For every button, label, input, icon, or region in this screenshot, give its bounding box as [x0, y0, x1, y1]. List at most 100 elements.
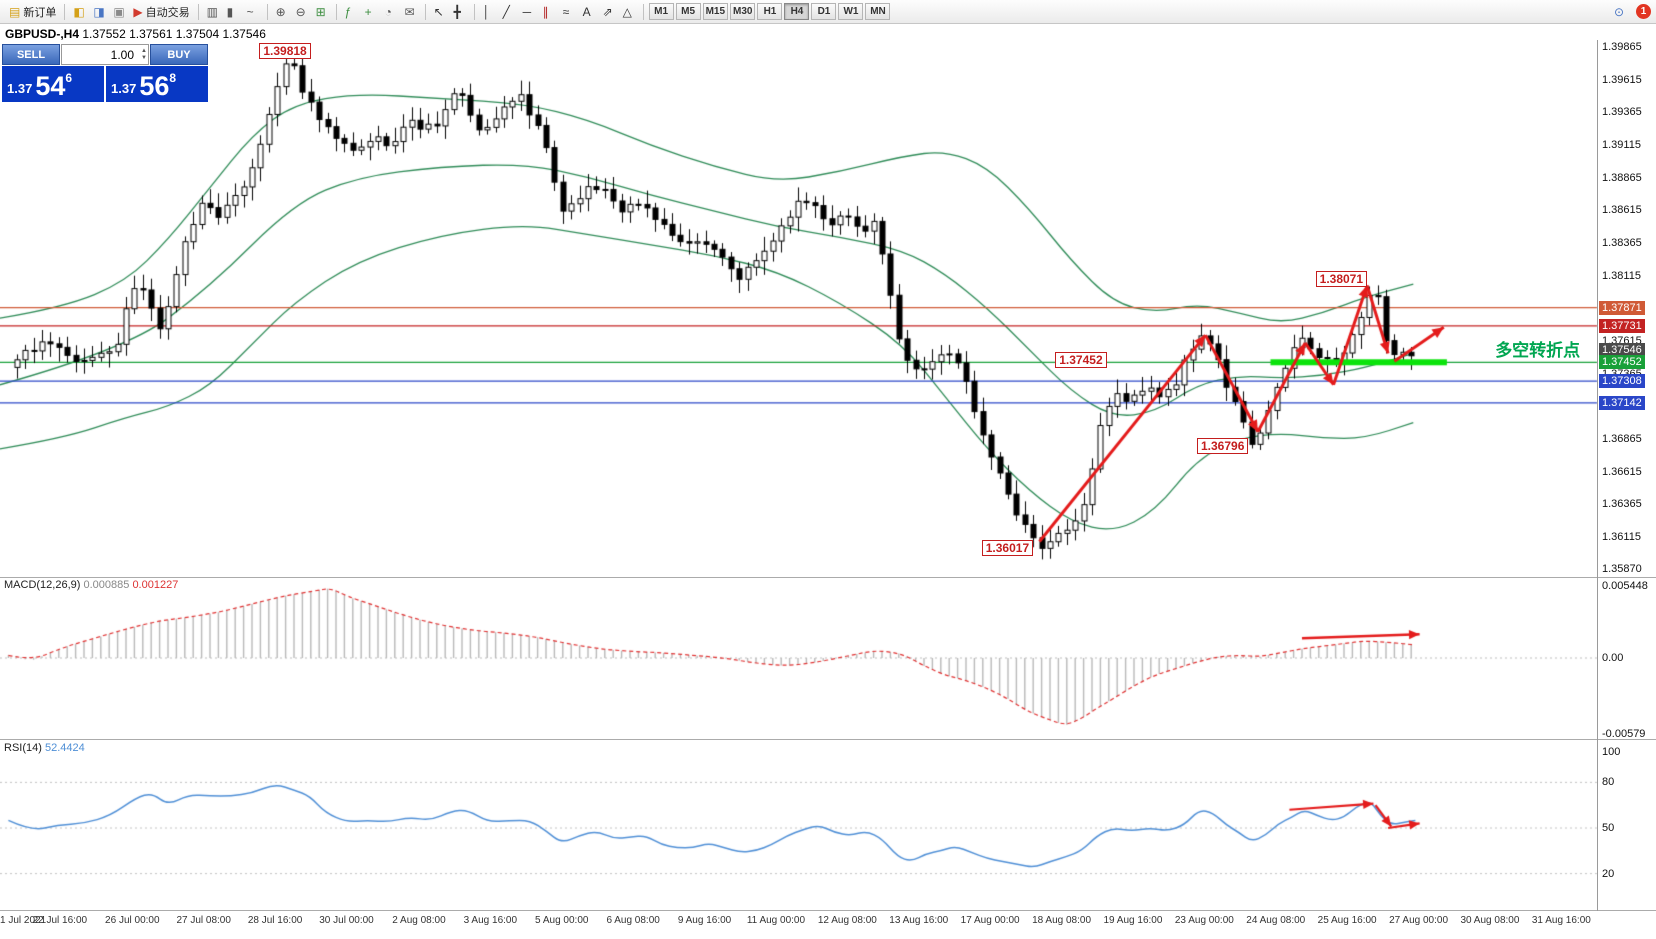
new-order-icon: ▤ — [9, 4, 21, 19]
toolbar-separator — [642, 3, 644, 20]
cursor-icon: ↖ — [433, 4, 444, 19]
price-level-label-1.37142: 1.37142 — [1599, 395, 1645, 410]
panel-splitter[interactable] — [0, 739, 1656, 740]
sell-button[interactable]: SELL — [2, 44, 60, 65]
price-axis-label: 1.39115 — [1602, 138, 1641, 151]
bar-chart-button[interactable]: ▥ — [203, 2, 223, 22]
line-chart-button[interactable]: ~ — [243, 2, 263, 22]
indicators-button[interactable]: ƒ — [341, 2, 361, 22]
terminal-button[interactable]: ▣ — [109, 2, 129, 22]
buy-price-big: 56 — [139, 71, 170, 102]
notification-badge[interactable]: 1 — [1636, 4, 1651, 19]
indicators-icon: ƒ — [344, 4, 352, 19]
search-button[interactable]: ⊙ — [1610, 2, 1630, 22]
rsi-axis-label: 20 — [1602, 867, 1615, 880]
arrows-button[interactable]: ⇗ — [599, 2, 619, 22]
buy-price-main: 1.37 — [111, 81, 137, 96]
time-axis-label: 24 Aug 08:00 — [1246, 915, 1306, 926]
timeframe-h1-button[interactable]: H1 — [757, 3, 783, 20]
rsi-axis-label: 50 — [1602, 822, 1615, 834]
market-watch-icon: ◧ — [73, 4, 85, 19]
timeframe-h4-button[interactable]: H4 — [784, 3, 810, 20]
sell-price-panel[interactable]: 1.37 54 6 — [2, 66, 104, 102]
volume-value: 1.00 — [110, 47, 134, 62]
volume-input[interactable]: 1.00 ▲ ▼ — [61, 44, 149, 65]
text-label-button[interactable]: A — [579, 2, 599, 22]
cursor-button[interactable]: ↖ — [430, 2, 450, 22]
time-axis-label: 28 Jul 16:00 — [247, 915, 303, 926]
fibonacci-button[interactable]: ≈ — [559, 2, 579, 22]
price-axis-label: 1.36115 — [1602, 530, 1641, 543]
ohlc-values: 1.37552 1.37561 1.37504 1.37546 — [82, 27, 266, 41]
navigator-button[interactable]: ◨ — [89, 2, 109, 22]
price-axis-line — [1597, 40, 1598, 911]
crosshair-button[interactable]: ╋ — [450, 2, 470, 22]
price-level-label-1.37871: 1.37871 — [1599, 300, 1645, 315]
timeframe-w1-button[interactable]: W1 — [838, 3, 864, 20]
timeframe-m15-button[interactable]: M15 — [702, 3, 729, 20]
shapes-icon: △ — [622, 4, 632, 19]
timeframe-m5-button[interactable]: M5 — [675, 3, 701, 20]
new-order-button[interactable]: ▤ 新订单 — [5, 2, 60, 22]
vertical-line-icon: │ — [482, 4, 491, 19]
time-axis-label: 30 Jul 00:00 — [319, 915, 374, 926]
price-level-label-1.37308: 1.37308 — [1599, 374, 1645, 389]
panel-splitter[interactable] — [0, 910, 1656, 911]
time-button[interactable]: ◔ — [381, 2, 401, 22]
new-chart-button[interactable]: + — [361, 2, 381, 22]
price-tag-1.36796[interactable]: 1.36796 — [1197, 438, 1249, 454]
text-label-icon: A — [582, 4, 591, 19]
price-axis-label: 1.39865 — [1602, 41, 1642, 53]
timeframe-d1-button[interactable]: D1 — [811, 3, 837, 20]
buy-button[interactable]: BUY — [150, 44, 208, 65]
trendline-icon: ╱ — [502, 4, 510, 19]
new-order-button-label: 新订单 — [23, 6, 57, 19]
time-axis-label: 3 Aug 16:00 — [463, 915, 518, 926]
zoom-out-icon: ⊖ — [295, 4, 306, 19]
stepper-down-icon[interactable]: ▼ — [141, 54, 147, 61]
price-axis-label: 1.39615 — [1602, 73, 1642, 86]
turning-point-label[interactable]: 多空转折点 — [1495, 341, 1581, 360]
main-toolbar: ▤ 新订单 ◧ ◨ ▣ ▶ 自动交易 ▥ ▮ ~ ⊕ ⊖ ⊞ ƒ + ◔ ✉ ↖ ╋ │ ╱ ─ ∥ ≈ A ⇗ △ M1 M5 M15 M… — [0, 0, 1656, 24]
price-axis-label: 1.36865 — [1602, 432, 1642, 445]
price-axis-label: 1.38615 — [1602, 204, 1642, 217]
rsi-axis-label: 100 — [1602, 746, 1621, 758]
shapes-button[interactable]: △ — [619, 2, 639, 22]
macd-main-value: 0.000885 — [83, 579, 130, 591]
equidistant-channel-button[interactable]: ∥ — [539, 2, 559, 22]
volume-stepper[interactable]: ▲ ▼ — [141, 46, 147, 63]
candlestick-chart-button[interactable]: ▮ — [223, 2, 243, 22]
time-axis-label: 19 Aug 16:00 — [1103, 915, 1163, 926]
buy-price-sup: 8 — [169, 71, 177, 85]
time-axis-label: 27 Jul 08:00 — [176, 915, 231, 926]
rsi-indicator-label: RSI(14) 52.4424 — [4, 742, 85, 754]
tile-windows-button[interactable]: ⊞ — [312, 2, 332, 22]
timeframe-m1-button[interactable]: M1 — [648, 3, 674, 20]
price-tag-1.37452[interactable]: 1.37452 — [1055, 352, 1107, 369]
zoom-out-button[interactable]: ⊖ — [292, 2, 312, 22]
toolbar-separator — [424, 3, 426, 20]
candlestick-chart-icon: ▮ — [226, 4, 234, 19]
price-tag-1.39818[interactable]: 1.39818 — [259, 43, 311, 60]
mail-button[interactable]: ✉ — [401, 2, 421, 22]
stepper-up-icon[interactable]: ▲ — [141, 47, 147, 54]
vertical-line-button[interactable]: │ — [479, 2, 499, 22]
toolbar-separator — [64, 3, 66, 20]
trendline-button[interactable]: ╱ — [499, 2, 519, 22]
horizontal-line-button[interactable]: ─ — [519, 2, 539, 22]
panel-splitter[interactable] — [0, 577, 1656, 578]
autotrading-button[interactable]: ▶ 自动交易 — [129, 2, 193, 22]
market-watch-button[interactable]: ◧ — [69, 2, 89, 22]
zoom-in-button[interactable]: ⊕ — [272, 2, 292, 22]
price-tag-1.36017[interactable]: 1.36017 — [981, 539, 1034, 556]
terminal-icon: ▣ — [113, 4, 125, 19]
price-axis-label: 1.36615 — [1602, 465, 1642, 478]
timeframe-m30-button[interactable]: M30 — [730, 3, 756, 20]
sell-price-sup: 6 — [65, 71, 73, 85]
timeframe-mn-button[interactable]: MN — [865, 3, 891, 20]
price-axis-label: 1.38115 — [1602, 269, 1641, 282]
price-tag-1.38071[interactable]: 1.38071 — [1315, 271, 1368, 288]
price-level-label-1.37731: 1.37731 — [1599, 318, 1645, 333]
buy-price-panel[interactable]: 1.37 56 8 — [106, 66, 208, 102]
